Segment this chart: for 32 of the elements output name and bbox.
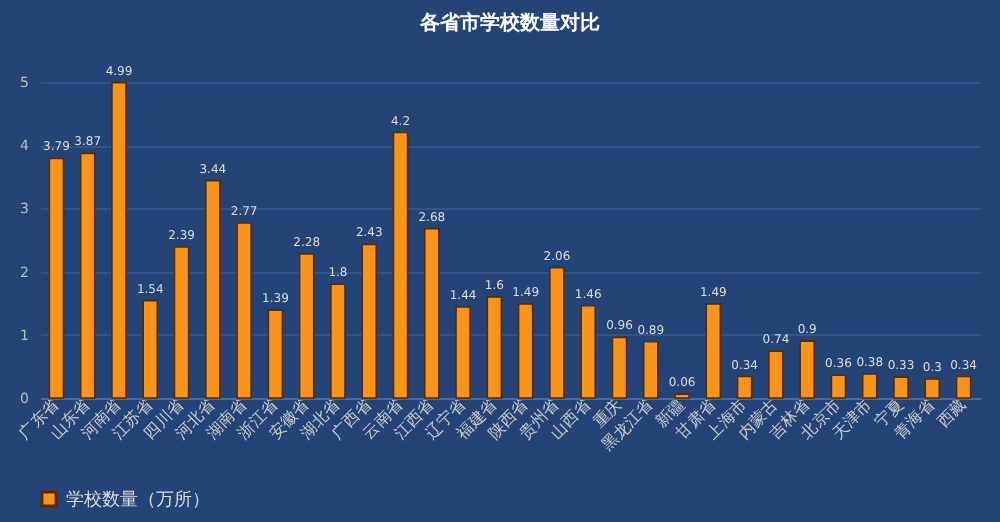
bar	[173, 246, 190, 399]
bar	[236, 222, 252, 399]
bar	[298, 253, 315, 399]
bar	[955, 375, 972, 399]
bar	[455, 306, 471, 399]
bar	[79, 152, 96, 399]
bar	[705, 303, 722, 399]
bar	[392, 131, 409, 399]
bar	[111, 81, 127, 399]
bar	[861, 373, 878, 399]
bar	[330, 283, 346, 399]
bar	[799, 340, 816, 399]
bar	[830, 374, 847, 399]
bar	[549, 267, 565, 399]
bar	[924, 378, 941, 399]
bar	[893, 376, 909, 399]
chart-title: 各省市学校数量对比	[418, 10, 600, 35]
bar	[361, 243, 378, 399]
bar	[486, 296, 503, 399]
bar	[204, 179, 221, 399]
bar	[642, 340, 659, 399]
bar	[48, 157, 65, 399]
bar	[142, 299, 159, 399]
bar	[736, 375, 753, 399]
x-tick-label: 西藏	[933, 395, 970, 432]
bar	[611, 336, 628, 399]
bar	[580, 304, 597, 399]
bar	[423, 227, 440, 399]
bar	[517, 303, 534, 399]
bar	[768, 350, 784, 399]
bar	[267, 309, 284, 399]
legend-label: 学校数量（万所）	[66, 489, 210, 511]
